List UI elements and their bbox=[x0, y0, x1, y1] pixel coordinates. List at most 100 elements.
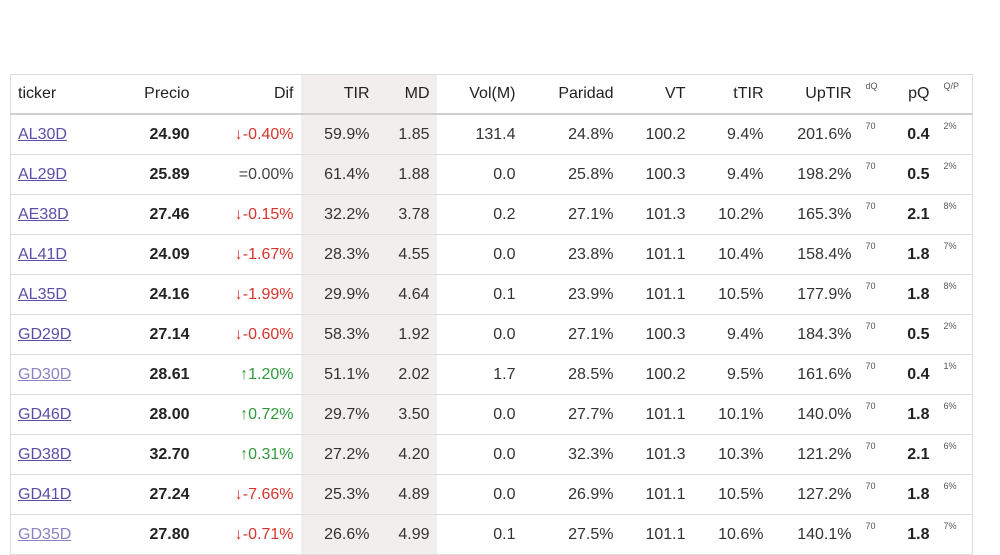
cell-vt: 100.2 bbox=[620, 114, 693, 155]
cell-vt: 101.3 bbox=[620, 434, 693, 475]
cell-vol: 0.0 bbox=[436, 314, 523, 355]
cell-ticker: GD46D bbox=[10, 394, 107, 435]
cell-precio: 28.61 bbox=[106, 354, 197, 395]
cell-tir: 32.2% bbox=[300, 194, 377, 235]
cell-paridad: 32.3% bbox=[522, 434, 621, 475]
header-paridad[interactable]: Paridad bbox=[522, 74, 621, 115]
cell-ticker: GD38D bbox=[10, 434, 107, 475]
table-row: GD30D 28.61 ↑1.20% 51.1% 2.02 1.7 28.5% 100.2 9.… bbox=[10, 354, 973, 395]
cell-dq: 70 bbox=[858, 234, 893, 275]
table-row: GD41D 27.24 ↓-7.66% 25.3% 4.89 0.0 26.9% 101.1 1… bbox=[10, 474, 973, 515]
ticker-link[interactable]: GD29D bbox=[18, 325, 72, 343]
ticker-link[interactable]: AL30D bbox=[18, 125, 67, 143]
cell-dif: ↑0.72% bbox=[196, 394, 301, 435]
cell-dif: ↑1.20% bbox=[196, 354, 301, 395]
table-row: GD38D 32.70 ↑0.31% 27.2% 4.20 0.0 32.3% 101.3 10… bbox=[10, 434, 973, 475]
cell-dq: 70 bbox=[858, 474, 893, 515]
cell-vt: 101.3 bbox=[620, 194, 693, 235]
header-dq[interactable]: dQ bbox=[858, 74, 893, 115]
cell-ticker: GD30D bbox=[10, 354, 107, 395]
header-pq[interactable]: pQ bbox=[892, 74, 937, 115]
cell-md: 4.55 bbox=[376, 234, 437, 275]
cell-qp: 6% bbox=[936, 474, 973, 515]
cell-dif: ↓-7.66% bbox=[196, 474, 301, 515]
cell-ticker: GD29D bbox=[10, 314, 107, 355]
cell-uptir: 140.0% bbox=[770, 394, 859, 435]
cell-uptir: 161.6% bbox=[770, 354, 859, 395]
cell-ttir: 10.1% bbox=[692, 394, 771, 435]
header-qp[interactable]: Q/P bbox=[936, 74, 973, 115]
cell-qp: 1% bbox=[936, 354, 973, 395]
cell-uptir: 184.3% bbox=[770, 314, 859, 355]
cell-md: 1.92 bbox=[376, 314, 437, 355]
cell-uptir: 201.6% bbox=[770, 114, 859, 155]
cell-paridad: 27.1% bbox=[522, 194, 621, 235]
cell-vol: 0.0 bbox=[436, 394, 523, 435]
cell-pq: 0.5 bbox=[892, 314, 937, 355]
cell-precio: 27.14 bbox=[106, 314, 197, 355]
header-dif[interactable]: Dif bbox=[196, 74, 301, 115]
cell-vol: 1.7 bbox=[436, 354, 523, 395]
cell-ttir: 9.4% bbox=[692, 154, 771, 195]
cell-pq: 2.1 bbox=[892, 194, 937, 235]
cell-vt: 100.3 bbox=[620, 314, 693, 355]
cell-qp: 7% bbox=[936, 234, 973, 275]
cell-ttir: 10.5% bbox=[692, 274, 771, 315]
ticker-link[interactable]: AL41D bbox=[18, 245, 67, 263]
cell-vt: 100.2 bbox=[620, 354, 693, 395]
ticker-link[interactable]: GD41D bbox=[18, 485, 72, 503]
cell-tir: 27.2% bbox=[300, 434, 377, 475]
ticker-link[interactable]: GD30D bbox=[18, 365, 72, 383]
header-vt[interactable]: VT bbox=[620, 74, 693, 115]
header-uptir[interactable]: UpTIR bbox=[770, 74, 859, 115]
ticker-link[interactable]: GD35D bbox=[18, 525, 72, 543]
ticker-link[interactable]: AL29D bbox=[18, 165, 67, 183]
cell-md: 4.89 bbox=[376, 474, 437, 515]
cell-uptir: 165.3% bbox=[770, 194, 859, 235]
cell-qp: 7% bbox=[936, 514, 973, 555]
table-row: AL35D 24.16 ↓-1.99% 29.9% 4.64 0.1 23.9% 101.1 1… bbox=[10, 274, 973, 315]
cell-ticker: AE38D bbox=[10, 194, 107, 235]
cell-qp: 2% bbox=[936, 154, 973, 195]
header-precio[interactable]: Precio bbox=[106, 74, 197, 115]
header-ticker[interactable]: ticker bbox=[10, 74, 107, 115]
cell-paridad: 26.9% bbox=[522, 474, 621, 515]
cell-paridad: 28.5% bbox=[522, 354, 621, 395]
cell-md: 1.85 bbox=[376, 114, 437, 155]
cell-dif: =0.00% bbox=[196, 154, 301, 195]
cell-precio: 24.09 bbox=[106, 234, 197, 275]
cell-dif: ↓-0.60% bbox=[196, 314, 301, 355]
cell-vt: 101.1 bbox=[620, 274, 693, 315]
cell-dif: ↓-0.71% bbox=[196, 514, 301, 555]
cell-precio: 24.90 bbox=[106, 114, 197, 155]
header-md[interactable]: MD bbox=[376, 74, 437, 115]
cell-pq: 1.8 bbox=[892, 394, 937, 435]
cell-vt: 100.3 bbox=[620, 154, 693, 195]
cell-pq: 0.4 bbox=[892, 354, 937, 395]
cell-vt: 101.1 bbox=[620, 514, 693, 555]
cell-qp: 8% bbox=[936, 274, 973, 315]
ticker-link[interactable]: AL35D bbox=[18, 285, 67, 303]
ticker-link[interactable]: GD46D bbox=[18, 405, 72, 423]
table-row: AL41D 24.09 ↓-1.67% 28.3% 4.55 0.0 23.8% 101.1 1… bbox=[10, 234, 973, 275]
cell-paridad: 27.1% bbox=[522, 314, 621, 355]
cell-ticker: GD41D bbox=[10, 474, 107, 515]
header-ttir[interactable]: tTIR bbox=[692, 74, 771, 115]
header-tir[interactable]: TIR bbox=[300, 74, 377, 115]
header-vol[interactable]: Vol(M) bbox=[436, 74, 523, 115]
ticker-link[interactable]: AE38D bbox=[18, 205, 69, 223]
cell-pq: 1.8 bbox=[892, 234, 937, 275]
table-row: AE38D 27.46 ↓-0.15% 32.2% 3.78 0.2 27.1% 101.3 1… bbox=[10, 194, 973, 235]
cell-dif: ↓-0.15% bbox=[196, 194, 301, 235]
cell-vol: 0.0 bbox=[436, 154, 523, 195]
cell-ttir: 9.5% bbox=[692, 354, 771, 395]
ticker-link[interactable]: GD38D bbox=[18, 445, 72, 463]
cell-vt: 101.1 bbox=[620, 394, 693, 435]
cell-dq: 70 bbox=[858, 434, 893, 475]
cell-vt: 101.1 bbox=[620, 234, 693, 275]
cell-tir: 51.1% bbox=[300, 354, 377, 395]
cell-vol: 0.0 bbox=[436, 234, 523, 275]
header-row: ticker Precio Dif TIR MD Vol(M) Paridad … bbox=[10, 74, 973, 115]
cell-ticker: AL41D bbox=[10, 234, 107, 275]
cell-qp: 8% bbox=[936, 194, 973, 235]
